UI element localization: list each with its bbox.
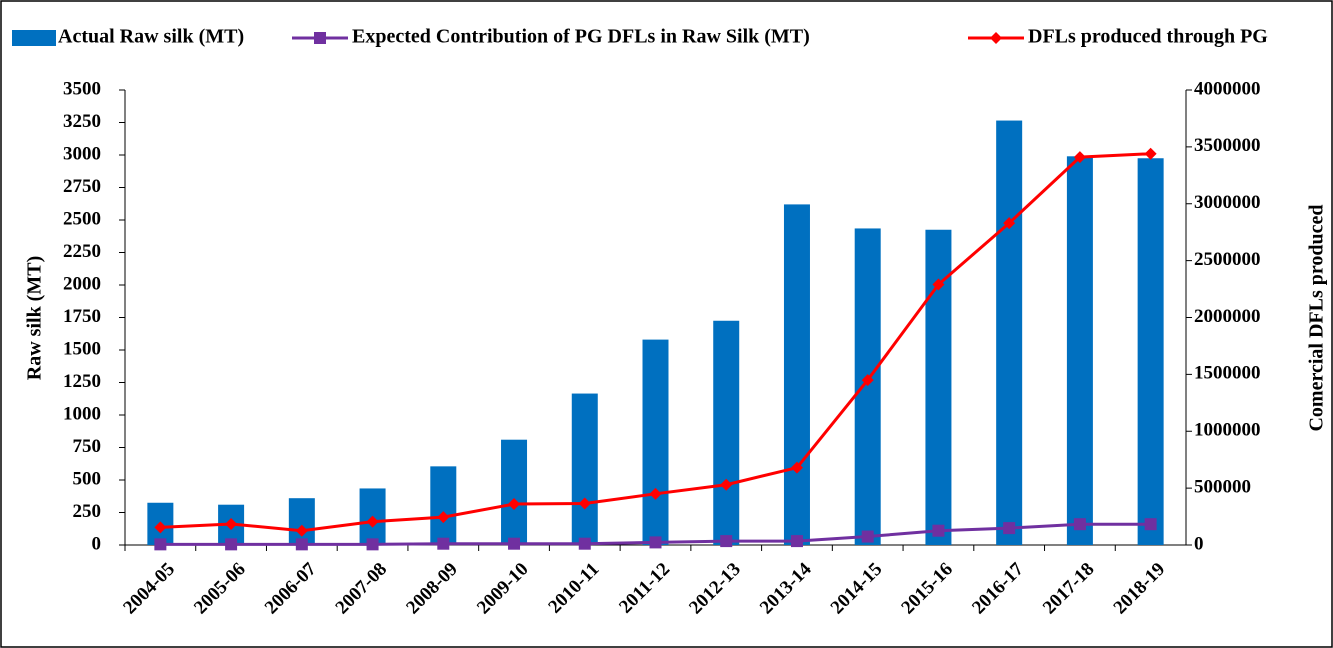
y-tick-label: 2500: [63, 208, 101, 229]
marker: [1144, 147, 1157, 160]
bar: [854, 228, 881, 545]
y-tick-label: 0: [92, 533, 102, 554]
marker: [720, 478, 733, 491]
marker: [578, 537, 591, 550]
bar: [430, 466, 457, 545]
marker: [790, 461, 803, 474]
marker: [1003, 217, 1016, 230]
marker: [790, 535, 803, 548]
y2-tick-label: 0: [1194, 533, 1204, 554]
marker: [437, 537, 450, 550]
marker: [1144, 518, 1157, 531]
marker: [295, 538, 308, 551]
y-tick-label: 2250: [63, 241, 101, 262]
marker: [154, 521, 167, 534]
y-axis-title: Raw silk (MT): [24, 256, 46, 380]
legend-marker: [990, 32, 1002, 44]
y2-axis-title: Comercial DFLs produced: [1306, 204, 1328, 431]
bar: [642, 339, 669, 545]
y-tick-label: 750: [73, 436, 102, 457]
y2-tick-label: 1000000: [1194, 420, 1261, 441]
marker: [508, 498, 521, 511]
marker: [437, 511, 450, 524]
y-tick-label: 1250: [63, 371, 101, 392]
marker: [508, 537, 521, 550]
y2-tick-label: 2500000: [1194, 249, 1261, 270]
y-tick-label: 1500: [63, 338, 101, 359]
marker: [649, 487, 662, 500]
y-tick-label: 2000: [63, 273, 101, 294]
bar: [1137, 158, 1164, 545]
bar: [501, 439, 528, 545]
legend-label: Actual Raw silk (MT): [58, 26, 244, 48]
legend-marker: [314, 32, 326, 44]
marker: [861, 530, 874, 543]
marker: [649, 536, 662, 549]
y-tick-label: 1000: [63, 403, 101, 424]
y-tick-label: 3500: [63, 78, 101, 99]
legend-swatch: [12, 30, 56, 46]
marker: [1073, 151, 1086, 164]
y2-tick-label: 500000: [1194, 476, 1251, 497]
bar: [783, 204, 810, 545]
y2-tick-label: 3000000: [1194, 192, 1261, 213]
y-tick-label: 3000: [63, 143, 101, 164]
y2-tick-label: 1500000: [1194, 363, 1261, 384]
y-tick-label: 2750: [63, 176, 101, 197]
y2-tick-label: 2000000: [1194, 306, 1261, 327]
legend-label: DFLs produced through PG: [1028, 26, 1268, 48]
legend-label: Expected Contribution of PG DFLs in Raw …: [352, 26, 810, 48]
marker: [1003, 522, 1016, 535]
marker: [295, 524, 308, 537]
y-tick-label: 3250: [63, 111, 101, 132]
marker: [1073, 518, 1086, 531]
marker: [225, 517, 238, 530]
bar: [996, 120, 1023, 546]
marker: [578, 497, 591, 510]
y2-tick-label: 3500000: [1194, 135, 1261, 156]
marker: [720, 535, 733, 548]
bar: [571, 393, 598, 545]
bar: [1066, 156, 1093, 546]
y-tick-label: 250: [73, 501, 102, 522]
marker: [932, 278, 945, 291]
marker: [861, 374, 874, 387]
marker: [154, 538, 167, 551]
marker: [366, 538, 379, 551]
bar: [713, 320, 740, 545]
y2-tick-label: 4000000: [1194, 78, 1261, 99]
marker: [932, 524, 945, 537]
marker: [225, 538, 238, 551]
y-tick-label: 1750: [63, 306, 101, 327]
y-tick-label: 500: [73, 468, 102, 489]
marker: [366, 515, 379, 528]
bar: [288, 498, 315, 545]
